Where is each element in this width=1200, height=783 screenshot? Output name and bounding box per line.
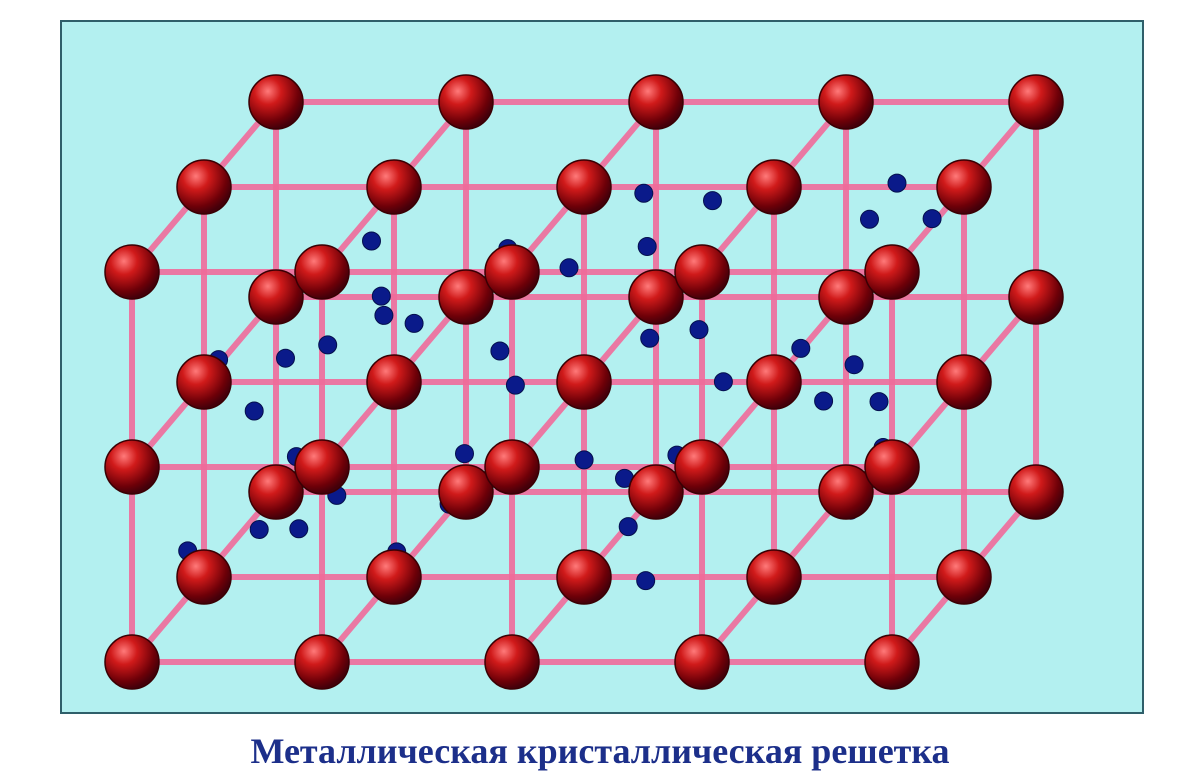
ion (439, 270, 493, 324)
electron (277, 349, 295, 367)
ion (629, 270, 683, 324)
ion (865, 440, 919, 494)
ion (819, 465, 873, 519)
ion (557, 550, 611, 604)
ion (295, 245, 349, 299)
lattice-svg (62, 22, 1142, 712)
ion (105, 440, 159, 494)
electron (290, 520, 308, 538)
ion (675, 635, 729, 689)
ion (367, 550, 421, 604)
ion (249, 465, 303, 519)
ion (1009, 465, 1063, 519)
electron (375, 306, 393, 324)
ion (747, 160, 801, 214)
electron (575, 451, 593, 469)
electron (845, 356, 863, 374)
figure-caption: Металлическая кристаллическая решетка (0, 730, 1200, 772)
ion (675, 440, 729, 494)
ion (485, 635, 539, 689)
ion (937, 550, 991, 604)
ion (937, 355, 991, 409)
electron (792, 339, 810, 357)
electron (690, 321, 708, 339)
ion (177, 355, 231, 409)
electron (714, 373, 732, 391)
ion (819, 270, 873, 324)
ion (629, 465, 683, 519)
ion (485, 245, 539, 299)
ion (819, 75, 873, 129)
electron (250, 521, 268, 539)
electron (560, 259, 578, 277)
electron (491, 342, 509, 360)
ion (105, 635, 159, 689)
electron (405, 314, 423, 332)
ion (557, 160, 611, 214)
electron (619, 518, 637, 536)
ion (295, 635, 349, 689)
electron (815, 392, 833, 410)
electron (363, 232, 381, 250)
ion (367, 160, 421, 214)
electron (245, 402, 263, 420)
lattice-panel (60, 20, 1144, 714)
electron (888, 174, 906, 192)
electron (637, 572, 655, 590)
electron (635, 184, 653, 202)
ion (1009, 75, 1063, 129)
ion (675, 245, 729, 299)
ion (177, 160, 231, 214)
electron (861, 210, 879, 228)
ion (105, 245, 159, 299)
electron (638, 238, 656, 256)
electron (456, 445, 474, 463)
electron (704, 192, 722, 210)
electron (506, 376, 524, 394)
ion (249, 270, 303, 324)
ion (367, 355, 421, 409)
ion (1009, 270, 1063, 324)
electron (870, 393, 888, 411)
ion (629, 75, 683, 129)
ion (557, 355, 611, 409)
electron (319, 336, 337, 354)
electron (641, 329, 659, 347)
figure: Металлическая кристаллическая решетка (0, 0, 1200, 783)
ion (439, 465, 493, 519)
ion (747, 355, 801, 409)
electron (923, 210, 941, 228)
ion (485, 440, 539, 494)
ion (295, 440, 349, 494)
ion (865, 635, 919, 689)
ion (177, 550, 231, 604)
electron (372, 287, 390, 305)
ion (439, 75, 493, 129)
ion (249, 75, 303, 129)
ion (747, 550, 801, 604)
ion (865, 245, 919, 299)
ion (937, 160, 991, 214)
